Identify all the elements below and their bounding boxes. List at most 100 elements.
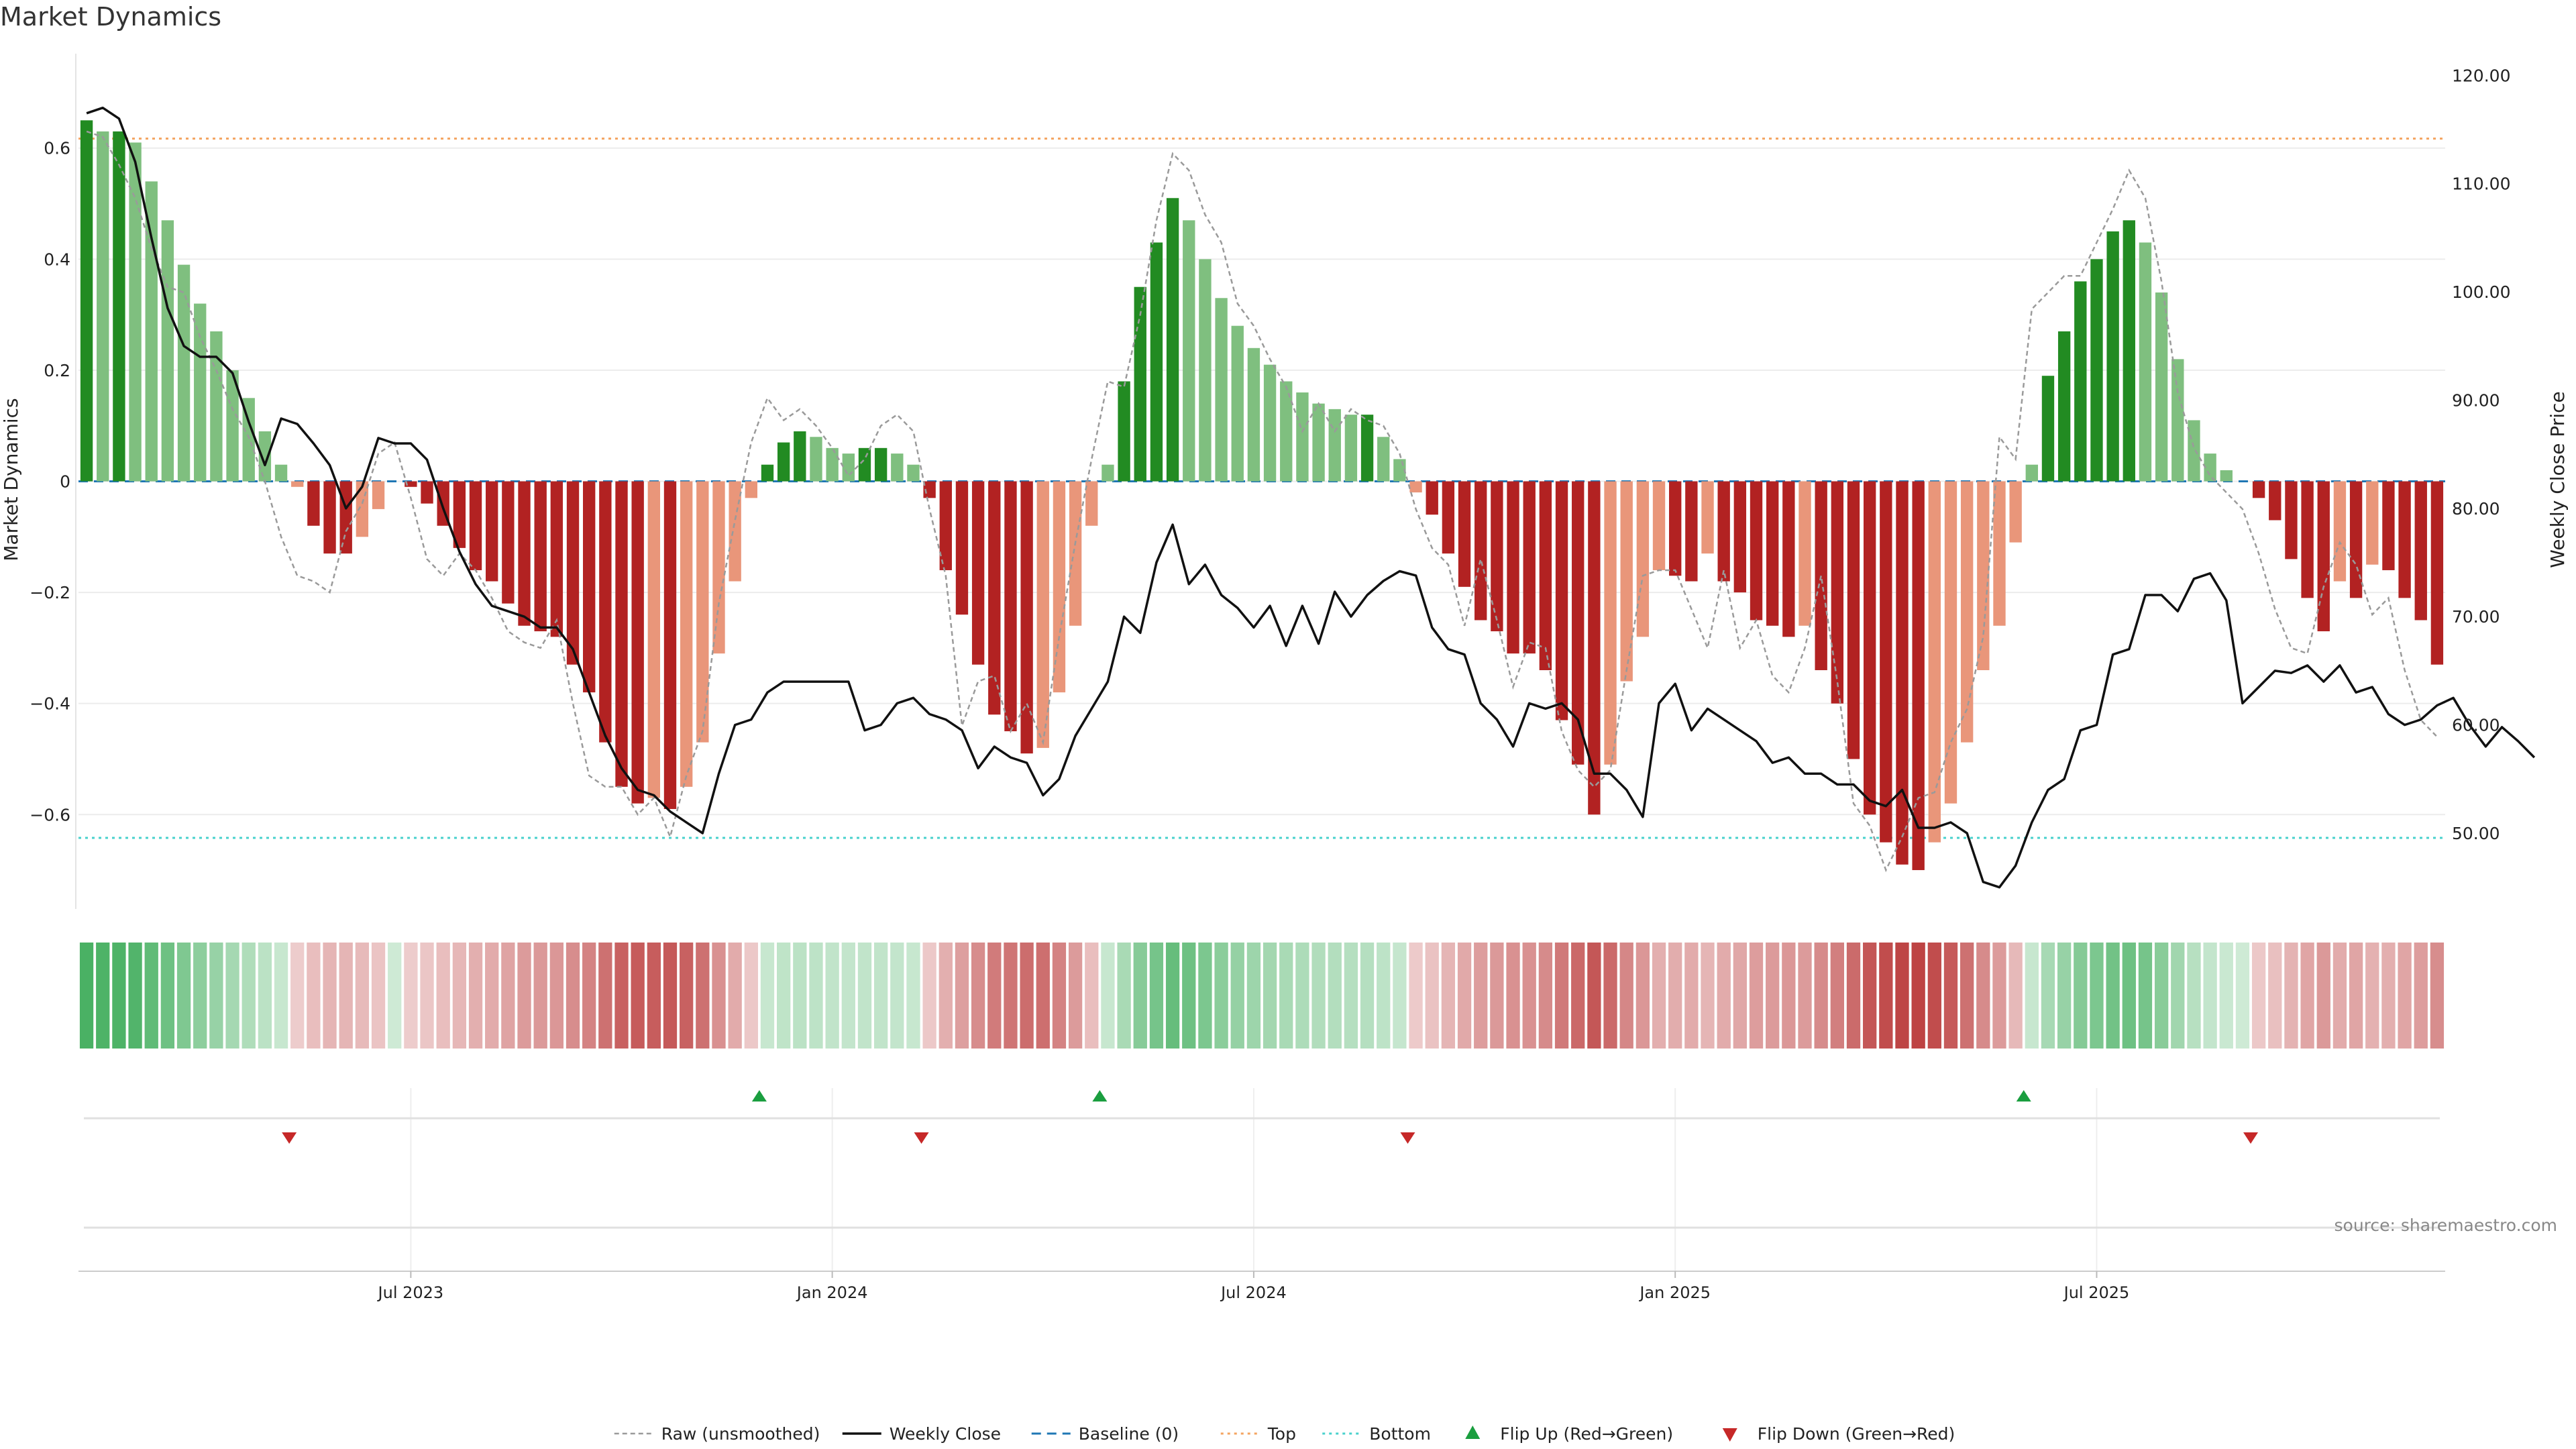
x-tick-label: Jul 2023 xyxy=(377,1283,444,1302)
heat-cell xyxy=(614,943,629,1049)
dynamics-bar xyxy=(1604,481,1617,765)
heat-cell xyxy=(1879,943,1893,1049)
dynamics-bar xyxy=(1491,481,1503,632)
heat-cell xyxy=(1522,943,1536,1049)
heat-cell xyxy=(79,943,94,1049)
dynamics-bar xyxy=(2009,481,2022,543)
y-right-tick-label: 80.00 xyxy=(2452,499,2500,519)
legend-label: Baseline (0) xyxy=(1079,1424,1179,1444)
heat-cell xyxy=(1230,943,1244,1049)
dynamics-bar xyxy=(177,264,191,482)
dynamics-bar xyxy=(1507,481,1519,654)
heat-cell xyxy=(2041,943,2055,1049)
heat-cell xyxy=(2398,943,2412,1049)
dynamics-bar xyxy=(2301,481,2314,598)
heat-cell xyxy=(1571,943,1585,1049)
heat-cell xyxy=(468,943,483,1049)
y-right-tick-label: 120.00 xyxy=(2452,66,2510,85)
heat-cell xyxy=(404,943,418,1049)
heat-cell xyxy=(355,943,370,1049)
heat-cell xyxy=(1068,943,1083,1049)
heat-cell xyxy=(1036,943,1050,1049)
heat-cell xyxy=(533,943,547,1049)
heat-cell xyxy=(258,943,272,1049)
dynamics-bar xyxy=(794,431,806,482)
heat-cell xyxy=(2187,943,2201,1049)
dynamics-bar xyxy=(1717,481,1730,582)
heat-cell xyxy=(2414,943,2428,1049)
dynamics-bar xyxy=(1150,242,1163,482)
dynamics-bar xyxy=(1215,298,1228,482)
dynamics-bar xyxy=(2204,453,2216,482)
dynamics-bar xyxy=(923,481,936,498)
legend-item: Bottom xyxy=(1322,1424,1431,1444)
legend-label: Flip Up (Red→Green) xyxy=(1500,1424,1673,1444)
heat-cell xyxy=(225,943,239,1049)
dynamics-bar xyxy=(2025,464,2038,482)
dynamics-bar xyxy=(258,431,272,482)
flip-up-marker xyxy=(2016,1090,2031,1102)
legend-label: Bottom xyxy=(1369,1424,1431,1444)
dynamics-bar xyxy=(405,481,417,487)
heat-cell xyxy=(1052,943,1067,1049)
dynamics-bar xyxy=(2333,481,2347,582)
dynamics-bar xyxy=(1053,481,1066,693)
dynamics-bar xyxy=(1004,481,1017,732)
dynamics-bar xyxy=(1280,381,1293,482)
heat-cell xyxy=(2090,943,2104,1049)
dynamics-bar xyxy=(842,453,855,482)
dynamics-bar xyxy=(323,481,336,554)
dynamics-bar xyxy=(2090,259,2103,482)
legend-item: Weekly Close xyxy=(842,1424,1001,1444)
dynamics-bar xyxy=(1960,481,1974,743)
dynamics-bar xyxy=(2317,481,2330,632)
heat-cell xyxy=(1263,943,1277,1049)
heat-cell xyxy=(436,943,450,1049)
dynamics-bar xyxy=(550,481,564,637)
heat-cell xyxy=(2203,943,2217,1049)
flip-down-marker xyxy=(1400,1132,1415,1144)
heat-cell xyxy=(517,943,531,1049)
heat-cell xyxy=(1603,943,1617,1049)
heat-cell xyxy=(1085,943,1099,1049)
heat-cell xyxy=(2349,943,2363,1049)
dynamics-bar xyxy=(631,481,644,804)
heat-cell xyxy=(2074,943,2088,1049)
heat-cell xyxy=(1360,943,1375,1049)
heat-cell xyxy=(1117,943,1131,1049)
dynamics-bar xyxy=(2252,481,2265,498)
x-tick-label: Jan 2025 xyxy=(1638,1283,1711,1302)
dynamics-bar xyxy=(761,464,774,482)
heat-cell xyxy=(1425,943,1439,1049)
dynamics-bar xyxy=(1733,481,1747,593)
dynamics-bar xyxy=(1928,481,1941,843)
heat-cell xyxy=(1295,943,1309,1049)
heat-cell xyxy=(1101,943,1115,1049)
heat-cell xyxy=(825,943,839,1049)
heat-cell xyxy=(598,943,612,1049)
y-left-tick-label: 0.6 xyxy=(44,139,70,158)
flip-up-marker xyxy=(751,1090,767,1102)
dynamics-bar xyxy=(161,220,174,482)
dynamics-bar xyxy=(2220,470,2233,482)
dynamics-bar xyxy=(729,481,741,582)
dynamics-bar xyxy=(2057,331,2071,482)
heat-cell xyxy=(922,943,936,1049)
heat-cell xyxy=(2381,943,2396,1049)
dynamics-bar xyxy=(1102,464,1114,482)
heat-cell xyxy=(241,943,256,1049)
dynamics-bar xyxy=(1815,481,1827,670)
heat-cell xyxy=(1895,943,1909,1049)
dynamics-bar xyxy=(2139,242,2152,482)
heat-cell xyxy=(857,943,872,1049)
dynamics-bar xyxy=(2366,481,2379,565)
y-left-tick-label: −0.6 xyxy=(30,805,70,824)
heat-cell xyxy=(1214,943,1228,1049)
heat-cell xyxy=(566,943,580,1049)
legend-item: Baseline (0) xyxy=(1031,1424,1179,1444)
heat-cell xyxy=(2251,943,2266,1049)
dynamics-bar xyxy=(1685,481,1698,582)
y-right-tick-label: 50.00 xyxy=(2452,824,2500,843)
heat-cell xyxy=(1133,943,1147,1049)
y-right-tick-label: 100.00 xyxy=(2452,282,2510,302)
